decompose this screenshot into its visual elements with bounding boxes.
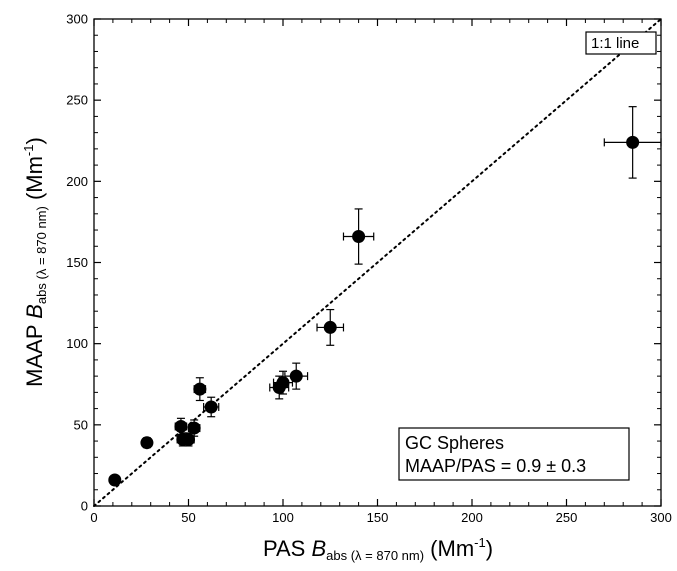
data-point-marker: [193, 382, 207, 396]
data-point-group: [193, 377, 207, 402]
data-point-marker: [187, 421, 201, 435]
data-point-group: [603, 106, 662, 179]
data-point-marker: [182, 432, 195, 446]
x-tick-label: 100: [272, 510, 294, 525]
reference-line-label: 1:1 line: [591, 35, 639, 52]
data-point-group: [284, 362, 309, 390]
data-point-marker: [289, 369, 303, 383]
annotation-box: [398, 427, 630, 481]
axis-ticks-layer: 0 50 100 150 200 250 300 0 50 100 150 200 250 300: [66, 12, 672, 526]
y-axis-title-unit: (Mm: [22, 156, 47, 206]
y-axis-title-prefix: MAAP: [22, 319, 47, 387]
one-to-one-line: [93, 18, 662, 507]
data-point-group: [203, 396, 220, 418]
y-tick-label: 100: [66, 336, 88, 351]
data-point-marker: [174, 419, 188, 433]
data-point-group: [187, 419, 201, 437]
x-tick-label: 300: [650, 510, 672, 525]
y-tick-label: 150: [66, 255, 88, 270]
data-point-group: [140, 436, 154, 450]
y-axis-title-variable: B: [22, 304, 47, 319]
x-tick-label: 250: [556, 510, 578, 525]
data-point-marker: [626, 135, 640, 149]
x-tick-label: 0: [90, 510, 97, 525]
data-point-marker: [276, 376, 290, 390]
data-point-group: [272, 370, 294, 395]
y-tick-label: 50: [74, 417, 88, 432]
x-tick-label: 150: [367, 510, 389, 525]
y-axis-title-close: ): [22, 137, 47, 144]
y-tick-label: 200: [66, 174, 88, 189]
y-axis-title-unit-exponent: -1: [21, 145, 36, 157]
annotation-line-2: MAAP/PAS = 0.9 ± 0.3: [405, 456, 586, 476]
x-axis-title-unit-exponent: -1: [474, 535, 486, 550]
data-point-group: [108, 473, 122, 487]
reference-line-layer: [93, 18, 662, 507]
x-axis-title-prefix: PAS: [263, 536, 312, 561]
y-tick-label: 250: [66, 93, 88, 108]
x-axis-title: PAS Babs (λ = 870 nm) (Mm-1): [263, 535, 493, 563]
y-tick-label: 300: [66, 12, 88, 27]
reference-line-label-box: [585, 31, 657, 55]
data-points-layer: [108, 106, 662, 487]
x-axis-title-variable: B: [311, 536, 326, 561]
data-point-group: [182, 432, 195, 447]
data-point-group: [174, 417, 188, 436]
data-point-marker: [323, 320, 337, 334]
annotation-line-1: GC Spheres: [405, 433, 504, 453]
data-point-marker: [352, 230, 366, 244]
x-tick-label: 50: [181, 510, 195, 525]
x-tick-label: 200: [461, 510, 483, 525]
y-axis-title-subscript: abs (λ = 870 nm): [34, 206, 49, 304]
x-axis-title-subscript: abs (λ = 870 nm): [326, 548, 424, 563]
data-point-marker: [140, 436, 154, 450]
data-point-marker: [108, 473, 122, 487]
y-tick-label: 0: [81, 499, 88, 514]
data-point-group: [342, 208, 375, 265]
x-axis-title-unit: (Mm: [424, 536, 474, 561]
data-point-group: [316, 308, 345, 346]
x-axis-title-close: ): [486, 536, 493, 561]
y-axis-title: MAAP Babs (λ = 870 nm) (Mm-1): [21, 137, 49, 387]
data-point-marker: [204, 400, 218, 414]
